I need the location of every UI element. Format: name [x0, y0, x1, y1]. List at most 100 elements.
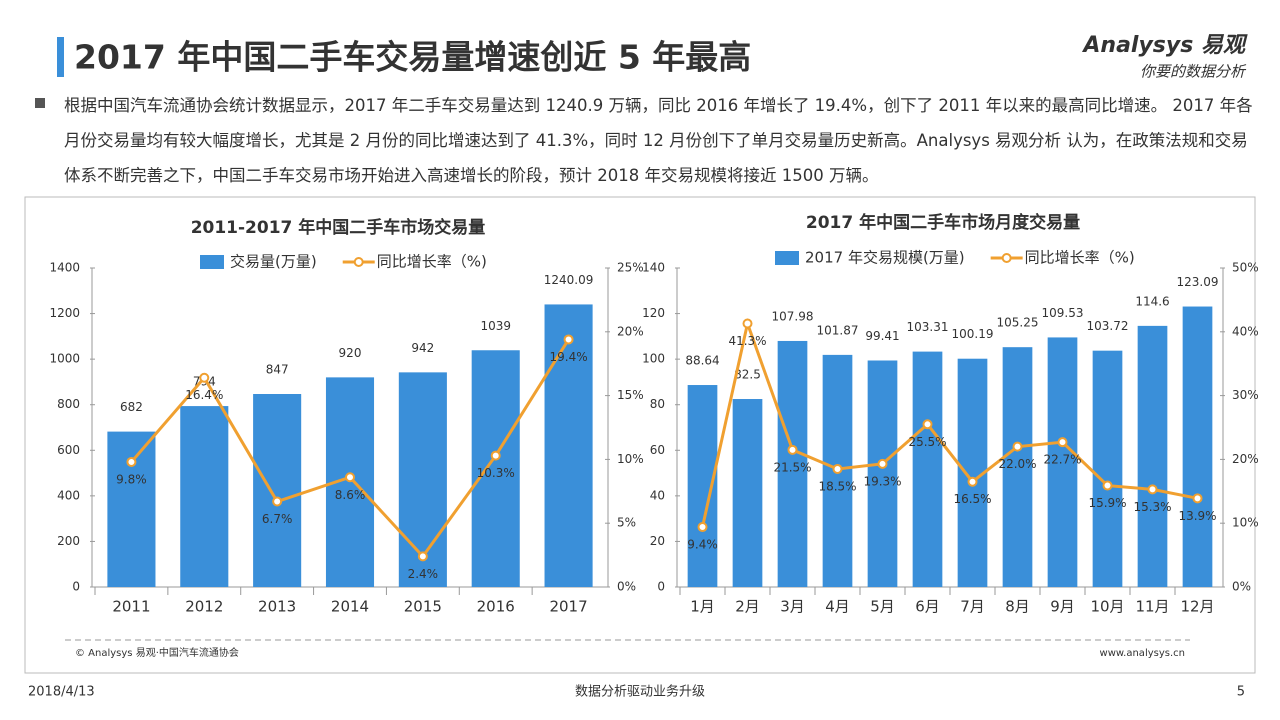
growth-label: 19.4%	[550, 350, 588, 364]
legend-label: 2017 年交易规模(万量)	[805, 249, 965, 267]
y2-tick-label: 20%	[617, 324, 644, 338]
y-tick-label: 120	[642, 306, 665, 320]
growth-label: 16.4%	[185, 388, 223, 402]
y-tick-label: 1200	[49, 306, 80, 320]
y-tick-label: 200	[57, 534, 80, 548]
legend-label: 交易量(万量)	[230, 253, 317, 271]
bar-label: 682	[120, 400, 143, 414]
y-tick-label: 60	[650, 443, 665, 457]
growth-label: 9.8%	[116, 472, 147, 486]
x-tick-label: 3月	[780, 598, 805, 616]
x-tick-label: 11月	[1135, 598, 1169, 616]
y2-tick-label: 50%	[1232, 261, 1259, 275]
bar-label: 942	[411, 341, 434, 355]
bar-label: 100.19	[952, 327, 994, 341]
growth-label: 10.3%	[477, 466, 515, 480]
title-accent	[57, 37, 64, 77]
x-tick-label: 9月	[1050, 598, 1075, 616]
y2-tick-label: 25%	[617, 261, 644, 275]
growth-label: 8.6%	[335, 488, 366, 502]
bar	[1047, 337, 1078, 587]
growth-point	[1057, 437, 1068, 448]
chart-frame	[24, 196, 1256, 674]
url: www.analysys.cn	[1100, 648, 1185, 659]
bar-label: 1240.09	[544, 273, 594, 287]
bar	[1182, 306, 1213, 587]
bar-label: 1039	[480, 319, 511, 333]
bar	[732, 399, 763, 587]
growth-label: 41.3%	[728, 334, 766, 348]
growth-label: 9.4%	[687, 538, 718, 552]
y2-tick-label: 15%	[617, 388, 644, 402]
x-tick-label: 2013	[258, 598, 296, 616]
bar	[1092, 350, 1123, 587]
y-tick-label: 0	[657, 580, 665, 594]
y-tick-label: 800	[57, 397, 80, 411]
bar	[544, 304, 593, 587]
tagline: 你要的数据分析	[1140, 63, 1247, 81]
x-tick-label: 1月	[690, 598, 715, 616]
x-tick-label: 12月	[1180, 598, 1214, 616]
growth-point	[563, 334, 574, 345]
y2-tick-label: 40%	[1232, 324, 1259, 338]
growth-label: 15.9%	[1088, 496, 1126, 510]
legend-swatch	[200, 255, 224, 269]
page-title: 2017 年中国二手车交易量增速创近 5 年最高	[74, 38, 751, 77]
x-tick-label: 2011	[112, 598, 150, 616]
growth-label: 25.5%	[908, 435, 946, 449]
legend-label: 同比增长率（%)	[1025, 249, 1135, 267]
growth-label: 15.3%	[1133, 500, 1171, 514]
bar	[867, 360, 898, 587]
growth-point	[490, 450, 501, 461]
growth-point	[1192, 493, 1203, 504]
bar-label: 103.72	[1087, 319, 1129, 333]
y-tick-label: 80	[650, 397, 665, 411]
chart-title: 2017 年中国二手车市场月度交易量	[806, 212, 1080, 233]
bar	[777, 340, 808, 587]
bar-label: 847	[266, 363, 289, 377]
growth-label: 19.3%	[863, 474, 901, 488]
bar	[912, 351, 943, 587]
y2-tick-label: 5%	[617, 516, 636, 530]
growth-point	[1012, 441, 1023, 452]
bar-label: 114.6	[1135, 294, 1169, 308]
growth-point	[922, 419, 933, 430]
y-tick-label: 600	[57, 443, 80, 457]
growth-label: 2.4%	[408, 567, 439, 581]
y-tick-label: 100	[642, 352, 665, 366]
legend-label: 同比增长率（%)	[377, 253, 487, 271]
bar-label: 105.25	[997, 316, 1039, 330]
bar-label: 109.53	[1042, 306, 1084, 320]
bar	[1002, 347, 1033, 587]
growth-line	[701, 318, 1198, 528]
y2-tick-label: 0%	[1232, 580, 1251, 594]
x-tick-label: 5月	[870, 598, 895, 616]
y2-tick-label: 10%	[1232, 516, 1259, 530]
growth-label: 22.0%	[998, 457, 1036, 471]
bar-label: 107.98	[772, 309, 814, 323]
x-tick-label: 2015	[404, 598, 442, 616]
growth-point	[1147, 484, 1158, 495]
x-tick-label: 2017	[549, 598, 587, 616]
growth-point	[877, 458, 888, 469]
growth-label: 6.7%	[262, 512, 293, 526]
bar	[398, 372, 447, 587]
growth-point	[787, 444, 798, 455]
bar	[180, 406, 229, 587]
bar-label: 99.41	[865, 329, 899, 343]
growth-point	[832, 463, 843, 474]
bullet	[35, 98, 45, 108]
bar-label: 920	[339, 346, 362, 360]
date: 2018/4/13	[28, 685, 95, 700]
x-tick-label: 8月	[1005, 598, 1030, 616]
summary: 根据中国汽车流通协会统计数据显示，2017 年二手车交易量达到 1240.9 万…	[64, 96, 1253, 185]
growth-label: 16.5%	[953, 492, 991, 506]
bar-label: 82.5	[734, 368, 761, 382]
bar-label: 88.64	[685, 354, 719, 368]
growth-label: 22.7%	[1043, 453, 1081, 467]
y2-tick-label: 10%	[617, 452, 644, 466]
y2-tick-label: 30%	[1232, 388, 1259, 402]
legend-marker	[353, 257, 364, 267]
y-tick-label: 140	[642, 261, 665, 275]
